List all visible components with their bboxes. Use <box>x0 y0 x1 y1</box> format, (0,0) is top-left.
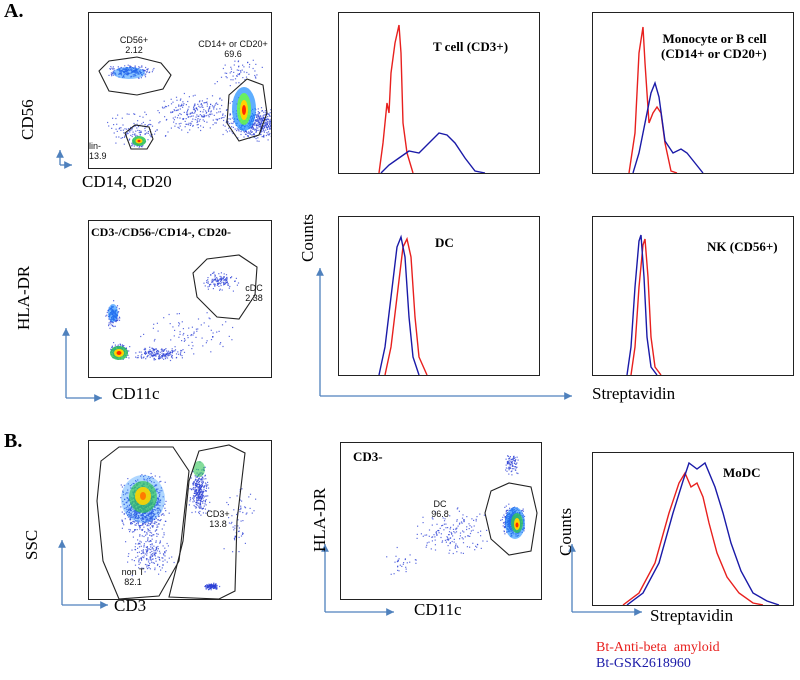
panel-b-label: B. <box>4 430 23 452</box>
p2-title: CD3-/CD56-/CD14-, CD20- <box>91 225 231 239</box>
gate-label-cdc: cDC 2.38 <box>245 283 263 303</box>
gate-label-lin-neg: lin- 13.9 <box>89 141 107 161</box>
p5-blue-curve <box>378 234 420 375</box>
p4-title-line2: (CD14+ or CD20+) <box>661 46 767 61</box>
hist-mono-bcell: Monocyte or B cell (CD14+ or CD20+) <box>592 12 794 174</box>
p2-ylabel: HLA-DR <box>14 265 33 330</box>
p3-blue-curve <box>380 132 486 173</box>
hist-nk: NK (CD56+) <box>592 216 794 376</box>
plot-ssc-vs-cd3: CD3+ 13.8 non T 82.1 <box>88 440 272 600</box>
p4-title: Monocyte or B cell (CD14+ or CD20+) <box>661 31 767 61</box>
p4-red-curve <box>628 26 678 173</box>
gate-cd56pos <box>98 56 172 96</box>
p5-title: DC <box>435 235 454 250</box>
hist-modc: MoDC <box>592 452 794 606</box>
gate-label-dc: DC 96.8 <box>431 499 449 519</box>
gate-label-cd14-cd20: CD14+ or CD20+ 69.6 <box>198 39 268 59</box>
legend: Bt-Anti-beta amyloid Bt-GSK2618960 <box>596 640 720 672</box>
hist-dc: DC <box>338 216 540 376</box>
p9-blue-curve <box>626 461 780 605</box>
p3-red-curve <box>378 24 414 173</box>
p4-blue-curve <box>632 80 704 173</box>
gate-cd3pos <box>168 444 246 599</box>
p9-red-curve <box>622 471 764 605</box>
p9-title: MoDC <box>723 465 761 480</box>
plot-cd56-vs-cd14: CD56+ 2.12 CD14+ or CD20+ 69.6 lin- 13.9 <box>88 12 272 169</box>
p9-ylabel: Counts <box>556 507 575 556</box>
p8-title: CD3- <box>353 449 383 464</box>
gate-cdc <box>192 254 258 320</box>
p8-xlabel: CD11c <box>414 600 462 619</box>
p1-xlabel: CD14, CD20 <box>82 172 172 191</box>
p6-blue-curve <box>626 234 658 375</box>
hist-tcell: T cell (CD3+) <box>338 12 540 174</box>
gate-non-t <box>96 446 190 599</box>
p8-ylabel: HLA-DR <box>310 487 329 552</box>
p4-title-line1: Monocyte or B cell <box>662 31 767 46</box>
panel-a-label: A. <box>4 0 24 22</box>
hist-ylabel: Counts <box>298 213 317 262</box>
legend-item-anti-beta-amyloid: Bt-Anti-beta amyloid <box>596 640 720 655</box>
gate-dc <box>484 482 538 556</box>
legend-item-gsk2618960: Bt-GSK2618960 <box>596 656 691 671</box>
plot-hladr-vs-cd11c: CD3-/CD56-/CD14-, CD20- cDC 2.38 <box>88 220 272 378</box>
gate-cd14-cd20 <box>226 78 268 142</box>
p3-title: T cell (CD3+) <box>433 39 509 54</box>
gate-label-cd56pos: CD56+ 2.12 <box>119 35 149 55</box>
p2-xlabel: CD11c <box>112 384 160 403</box>
hist-xlabel: Streptavidin <box>592 384 676 403</box>
gate-lin-neg <box>124 124 154 150</box>
gate-label-cd3pos: CD3+ 13.8 <box>206 509 230 529</box>
p7-ylabel: SSC <box>22 529 41 560</box>
p2-dots <box>105 271 240 362</box>
p8-dots <box>386 455 526 575</box>
p6-title: NK (CD56+) <box>707 239 778 254</box>
gate-label-non-t: non T 82.1 <box>121 567 145 587</box>
plot-b-hladr-vs-cd11c: CD3- DC 96.8 <box>340 442 542 600</box>
p7-xlabel: CD3 <box>114 596 147 615</box>
p1-ylabel: CD56 <box>18 99 37 140</box>
p5-red-curve <box>384 236 428 375</box>
p9-xlabel: Streptavidin <box>650 606 734 625</box>
p6-red-curve <box>630 238 662 375</box>
